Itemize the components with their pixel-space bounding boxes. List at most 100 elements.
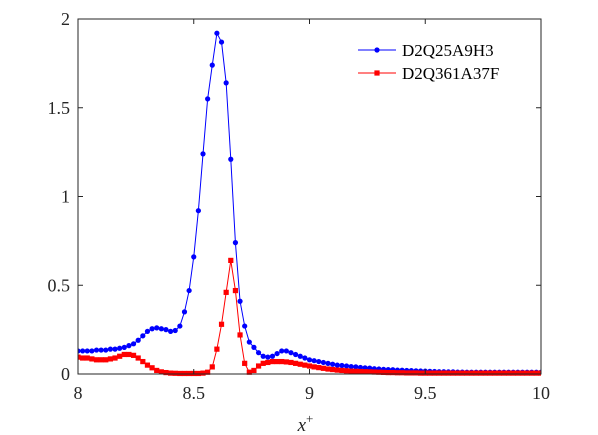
series-2-point [80, 355, 86, 361]
series-2-point [538, 370, 541, 376]
series-1-point [265, 354, 271, 360]
axes-layer: 8 8.5 9 9.5 10 0 0.5 1 1.5 2 x+ [48, 9, 551, 435]
series-line-2 [78, 260, 541, 374]
series-1-point [121, 344, 127, 350]
series-1-point [126, 343, 132, 349]
series-1-point [228, 156, 234, 162]
series-2-point [232, 287, 239, 294]
series-2-point [362, 369, 368, 375]
series-2-point [404, 370, 410, 376]
legend-marker-2 [374, 70, 380, 76]
series-2-point [154, 367, 160, 374]
series-2-point [112, 355, 118, 361]
series-2-point [209, 364, 215, 370]
x-tick-label: 8.5 [183, 383, 206, 403]
series-1-point [274, 350, 280, 357]
series-2-point [468, 370, 475, 376]
series-2-point [445, 370, 451, 376]
series-1-point [107, 346, 114, 352]
y-tick-label: 1.5 [48, 98, 71, 118]
x-axis-label: x+ [297, 411, 314, 435]
x-axis-label-superscript: + [306, 411, 313, 426]
series-2-point [510, 370, 516, 376]
series-1-point [209, 62, 215, 68]
series-1-point [279, 348, 285, 354]
series-1-point [144, 328, 151, 334]
series-2-point [371, 369, 377, 375]
series-2-point [195, 370, 201, 377]
series-1-point [168, 328, 174, 334]
series-1-point [255, 350, 262, 356]
y-tick-label: 2 [61, 9, 70, 29]
series-2-point [427, 370, 433, 376]
series-2-point [205, 369, 211, 375]
series-1-point [89, 348, 95, 354]
series-2-point [418, 370, 424, 376]
series-2-point [330, 366, 336, 373]
series-1-point [362, 365, 368, 371]
series-line-1 [78, 31, 541, 373]
series-1-point [246, 339, 252, 345]
series-1-point [158, 326, 164, 332]
series-1-point [80, 348, 86, 354]
series-2-point [181, 370, 188, 377]
series-2-point [380, 369, 387, 376]
series-2-point [168, 370, 174, 376]
series-2-point [399, 370, 405, 376]
series-2-point [390, 369, 396, 376]
series-1-point [177, 323, 183, 329]
series-1-point [334, 362, 340, 368]
series-1-point [140, 333, 146, 339]
series-2-point [464, 370, 470, 376]
series-2-point [501, 370, 507, 376]
series-1-point [339, 362, 345, 369]
series-1-point [98, 347, 104, 353]
series-1-point [242, 323, 248, 329]
series-1-point [200, 151, 206, 157]
series-2-point [149, 365, 155, 371]
series-1-point [117, 345, 123, 351]
series-2-point [126, 351, 132, 358]
series-2-point [515, 370, 521, 376]
x-tick-label: 10 [532, 383, 550, 403]
series-1-point [149, 326, 155, 332]
series-2-point [223, 289, 229, 295]
series-1-point [195, 208, 201, 214]
series-2-point [121, 351, 127, 358]
series-2-point [505, 370, 512, 376]
series-2-point [316, 365, 322, 371]
series-1-point [218, 39, 225, 45]
series-2-point [529, 370, 535, 376]
series-2-point [339, 367, 345, 374]
series-2-point [302, 362, 308, 368]
series-1-point [302, 355, 308, 361]
series-2-point [450, 370, 456, 376]
series-2-point [228, 257, 234, 263]
series-2-point [93, 357, 100, 363]
series-2-point [431, 370, 438, 376]
series-2-point [487, 370, 493, 376]
series-2-point [533, 370, 539, 376]
series-2-point [279, 358, 285, 365]
series-2-point [496, 370, 502, 376]
series-2-point [343, 368, 350, 374]
series-2-point [274, 358, 280, 365]
series-1-point [84, 348, 90, 354]
series-1-point [260, 353, 266, 359]
series-2-point [89, 356, 95, 362]
series-2-point [348, 368, 354, 374]
series-2-point [334, 367, 340, 373]
series-2-point [140, 358, 146, 365]
series-2-point [320, 365, 326, 371]
series-2-point [158, 369, 164, 375]
series-1-point [357, 364, 364, 371]
series-2-point [255, 363, 262, 369]
series-1-point [325, 360, 331, 366]
series-2-point [214, 346, 220, 352]
series-1-point [330, 361, 336, 367]
series-1-point [172, 327, 178, 334]
legend-marker-1 [374, 47, 380, 53]
series-1-point [112, 346, 118, 352]
series-2-point [251, 367, 257, 374]
